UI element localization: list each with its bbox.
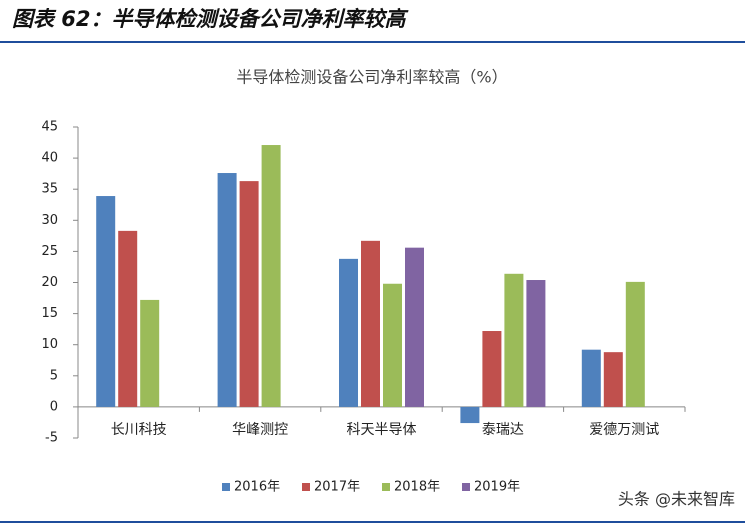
bar (261, 145, 281, 407)
bar (405, 247, 424, 407)
y-tick-label: 0 (50, 399, 58, 414)
legend-label: 2019年 (474, 480, 520, 495)
bar (603, 352, 623, 407)
legend-swatch (462, 483, 470, 491)
legend-label: 2016年 (234, 480, 280, 495)
y-tick-label: 20 (41, 275, 58, 290)
bar (217, 173, 237, 407)
bar (96, 196, 116, 407)
bar (460, 406, 480, 424)
chart-title: 半导体检测设备公司净利率较高（%） (236, 68, 507, 87)
bar (383, 283, 402, 407)
x-tick-label: 泰瑞达 (482, 422, 524, 438)
figure-header: 图表 62：半导体检测设备公司净利率较高 (12, 7, 410, 31)
legend-swatch (382, 483, 390, 491)
bar (482, 331, 502, 407)
y-tick-label: 40 (41, 151, 58, 166)
y-tick-label: 30 (41, 213, 58, 228)
y-tick-label: 15 (41, 306, 58, 321)
legend-label: 2017年 (314, 480, 360, 495)
y-tick-label: 10 (41, 337, 58, 352)
bar (140, 299, 160, 407)
bar (625, 281, 645, 407)
bar (361, 240, 380, 407)
bar (526, 280, 546, 407)
x-tick-label: 爱德万测试 (589, 422, 659, 438)
bar (239, 181, 259, 407)
y-tick-label: -5 (45, 431, 58, 446)
y-tick-label: 25 (41, 244, 58, 259)
bar (339, 258, 358, 407)
y-tick-label: 35 (41, 182, 58, 197)
legend-swatch (302, 483, 310, 491)
bar (118, 230, 138, 407)
bar (581, 349, 601, 407)
watermark: 头条 @未来智库 (618, 490, 735, 509)
x-tick-label: 长川科技 (111, 422, 167, 438)
x-tick-label: 华峰测控 (232, 422, 288, 438)
bar (504, 273, 524, 407)
y-tick-label: 45 (41, 120, 58, 135)
x-tick-label: 科天半导体 (347, 422, 417, 438)
y-tick-label: 5 (50, 368, 58, 383)
legend-swatch (222, 483, 230, 491)
legend-label: 2018年 (394, 480, 440, 495)
